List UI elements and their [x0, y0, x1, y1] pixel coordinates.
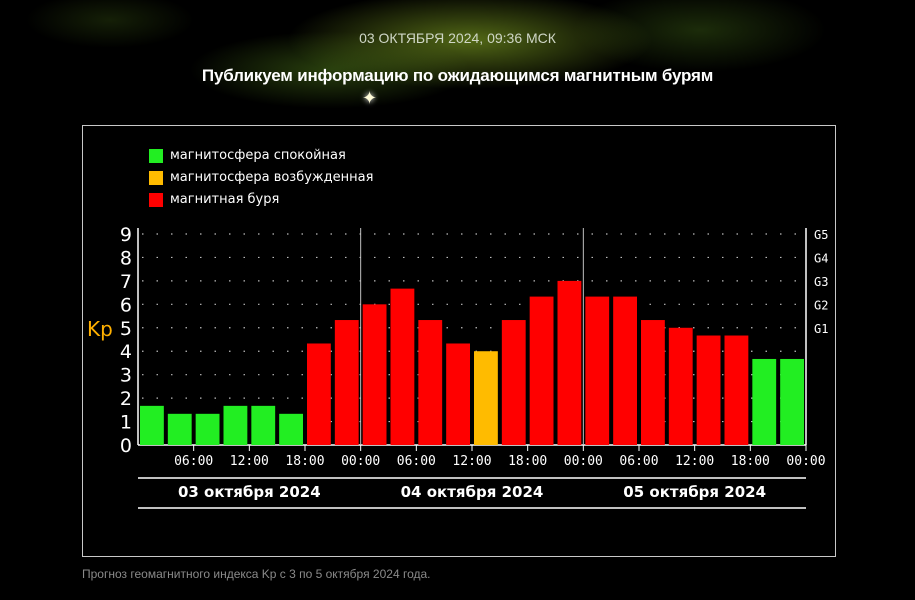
x-tick-label: 00:00 [786, 454, 825, 469]
y-tick-label: 4 [120, 341, 132, 363]
y-tick-label: 3 [120, 365, 132, 387]
bar [696, 335, 721, 445]
bar [613, 296, 637, 445]
bar [641, 320, 665, 445]
x-tick-label: 18:00 [508, 454, 547, 469]
x-tick-label: 18:00 [731, 454, 770, 469]
legend-swatch-calm [149, 149, 163, 163]
bar [668, 327, 693, 445]
chart-caption: Прогноз геомагнитного индекса Kp с 3 по … [82, 567, 431, 581]
y-tick-label: 2 [120, 388, 132, 410]
x-tick-label: 12:00 [230, 454, 269, 469]
y-tick-label: 7 [120, 271, 132, 293]
y-axis-title: Kp [87, 317, 113, 341]
bar [362, 304, 387, 445]
bar [446, 343, 470, 445]
bar [390, 288, 415, 445]
y-tick-label: 0 [120, 435, 132, 457]
bar [279, 413, 303, 445]
x-tick-label: 12:00 [452, 454, 491, 469]
day-label: 04 октября 2024 [401, 483, 544, 501]
bar [780, 358, 804, 445]
day-label: 05 октября 2024 [623, 483, 766, 501]
g-level-label: G2 [814, 298, 828, 312]
y-tick-label: 5 [120, 318, 132, 340]
x-tick-label: 18:00 [285, 454, 324, 469]
bar [529, 296, 554, 445]
g-level-label: G4 [814, 251, 828, 265]
bar [474, 351, 498, 445]
kp-chart-panel: магнитосфера спокойная магнитосфера возб… [82, 125, 836, 557]
bar [585, 296, 610, 445]
x-tick-label: 06:00 [174, 454, 213, 469]
g-level-label: G5 [814, 228, 828, 242]
bar [195, 413, 220, 445]
g-level-label: G1 [814, 322, 828, 336]
legend-label-excited: магнитосфера возбужденная [170, 170, 374, 185]
date-line: 03 ОКТЯБРЯ 2024, 09:36 МСК [359, 30, 556, 46]
y-tick-label: 9 [120, 224, 132, 246]
y-tick-label: 6 [120, 294, 132, 316]
legend-swatch-storm [149, 193, 163, 207]
bar [557, 280, 582, 445]
x-tick-label: 06:00 [619, 454, 658, 469]
x-tick-label: 00:00 [341, 454, 380, 469]
bar [307, 343, 331, 445]
bar [501, 320, 526, 445]
bar [724, 335, 749, 445]
g-level-label: G3 [814, 275, 828, 289]
legend-swatch-excited [149, 171, 163, 185]
y-tick-label: 8 [120, 247, 132, 269]
star-icon: ✦ [362, 88, 378, 108]
aurora-background [0, 0, 915, 130]
bar [251, 405, 276, 445]
page-headline: Публикуем информацию по ожидающимся магн… [201, 66, 714, 85]
legend-label-calm: магнитосфера спокойная [170, 148, 346, 163]
day-label: 03 октября 2024 [178, 483, 321, 501]
bar [752, 358, 777, 445]
legend-label-storm: магнитная буря [170, 192, 280, 207]
bar [140, 405, 164, 445]
x-tick-label: 12:00 [675, 454, 714, 469]
x-tick-label: 06:00 [397, 454, 436, 469]
bar [418, 320, 443, 445]
x-tick-label: 00:00 [564, 454, 603, 469]
bar [223, 405, 248, 445]
bar [334, 320, 359, 445]
y-tick-label: 1 [120, 412, 132, 434]
bar [167, 413, 192, 445]
